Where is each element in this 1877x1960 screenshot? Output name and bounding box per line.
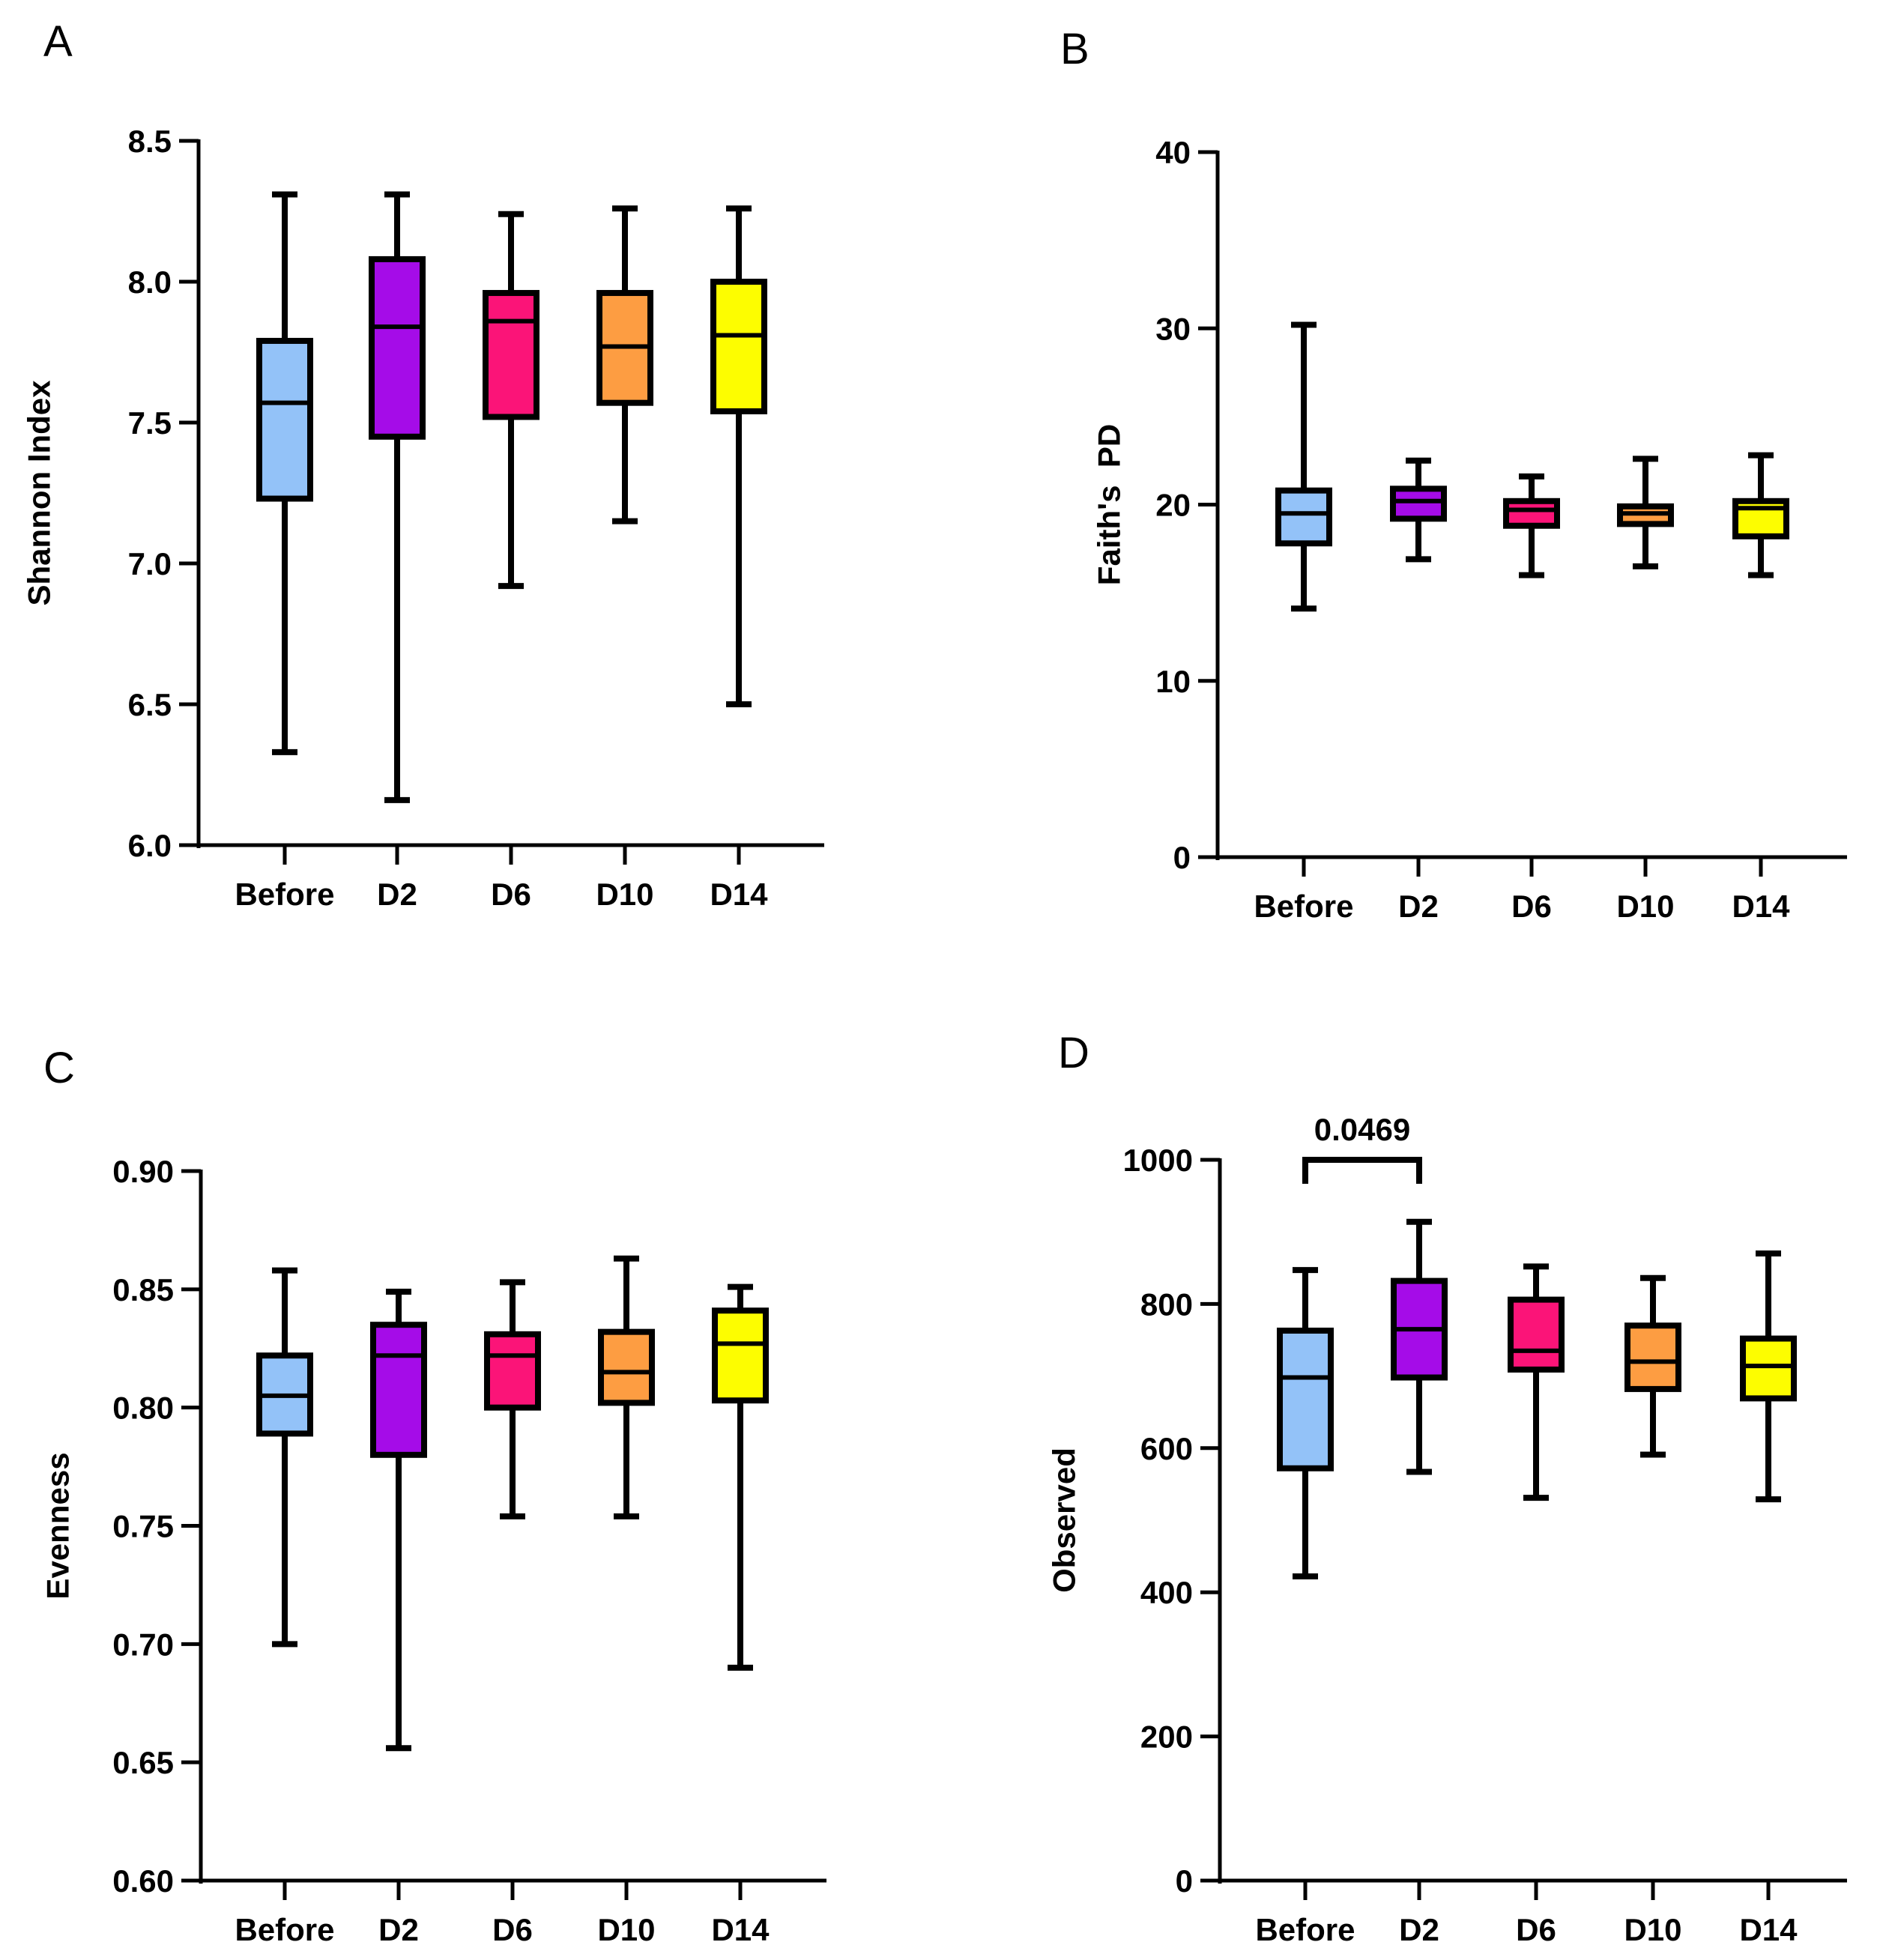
x-tick-label: D14 [711, 1912, 770, 1947]
y-tick-label: 0 [1176, 1863, 1193, 1899]
box-d14 [1740, 1250, 1797, 1503]
x-tick-label: D10 [1616, 889, 1674, 924]
y-tick-label: 8.5 [128, 124, 172, 159]
box-before [1277, 1267, 1334, 1580]
iqr-box [710, 279, 767, 414]
y-tick-label: 0.60 [112, 1863, 174, 1899]
y-tick-label: 0.75 [112, 1509, 174, 1544]
panel-b: B 0 10 20 30 40 Faith's PD Before D2 D6 D10 D14 [1060, 25, 1847, 924]
y-tick-label: 0 [1173, 840, 1191, 875]
y-tick-label: 0.70 [112, 1627, 174, 1662]
iqr-box [484, 1331, 541, 1411]
y-tick-label: 0.85 [112, 1272, 174, 1307]
y-axis-title: Observed [1047, 1448, 1082, 1593]
box-before [1275, 321, 1332, 612]
box-d14 [710, 205, 767, 707]
y-tick-label: 20 [1155, 488, 1191, 523]
significance-annotation: 0.0469 [1302, 1112, 1422, 1184]
x-tick-label: D2 [1399, 1912, 1439, 1947]
x-tick-label: D6 [1511, 889, 1552, 924]
y-tick-label: 600 [1140, 1431, 1193, 1466]
panel-c: C 0.60 0.65 0.70 0.75 0.80 0.85 0.90 Evenness Bef… [40, 1044, 826, 1947]
panel-letter: A [43, 17, 73, 66]
y-axis-title: Shannon Index [22, 380, 57, 606]
x-tick-label: Before [235, 1912, 334, 1947]
y-tick-label: 0.90 [112, 1154, 174, 1189]
iqr-box [483, 290, 539, 420]
x-tick-label: D10 [1624, 1912, 1681, 1947]
panel-letter: D [1058, 1029, 1089, 1077]
y-tick-label: 6.0 [128, 828, 172, 863]
x-tick-label: Before [1255, 1912, 1355, 1947]
box-d10 [596, 205, 653, 524]
x-tick-label: D10 [596, 877, 653, 912]
iqr-box [370, 1322, 427, 1458]
x-tick-label: D6 [492, 1912, 533, 1947]
p-value-label: 0.0469 [1314, 1112, 1410, 1147]
iqr-box [1390, 486, 1447, 522]
iqr-box [598, 1328, 655, 1406]
box-d2 [369, 191, 426, 803]
y-tick-label: 40 [1155, 135, 1191, 170]
panel-letter: C [43, 1044, 75, 1092]
iqr-box [1740, 1335, 1797, 1402]
y-tick-label: 400 [1140, 1575, 1193, 1610]
box-before [256, 191, 313, 755]
box-d6 [484, 1279, 541, 1519]
y-axis-title: Evenness [40, 1452, 76, 1599]
panel-a: A 6.0 6.5 7.0 7.5 8.0 8.5 Shannon Index Before D2… [22, 17, 824, 912]
y-tick-label: 7.0 [128, 546, 172, 581]
iqr-box [1624, 1322, 1681, 1392]
iqr-box [1277, 1327, 1334, 1471]
y-tick-label: 800 [1140, 1286, 1193, 1322]
box-d10 [598, 1255, 655, 1519]
box-d2 [1390, 457, 1447, 563]
x-tick-label: D6 [1516, 1912, 1556, 1947]
box-d14 [712, 1283, 769, 1671]
x-tick-label: D2 [377, 877, 417, 912]
x-tick-label: D6 [491, 877, 531, 912]
x-tick-label: Before [235, 877, 334, 912]
iqr-box [1503, 497, 1560, 529]
y-tick-label: 30 [1155, 311, 1191, 346]
x-tick-label: D2 [378, 1912, 419, 1947]
iqr-box [256, 337, 313, 502]
iqr-box [1275, 487, 1332, 547]
box-d2 [1391, 1218, 1448, 1475]
box-d6 [483, 211, 539, 590]
x-tick-label: D2 [1398, 889, 1439, 924]
iqr-box [1508, 1296, 1565, 1373]
iqr-box [712, 1307, 769, 1404]
panel-letter: B [1060, 25, 1089, 73]
box-d14 [1732, 452, 1789, 578]
box-d6 [1508, 1263, 1565, 1501]
y-tick-label: 0.80 [112, 1391, 174, 1426]
x-tick-label: Before [1254, 889, 1353, 924]
x-tick-label: D14 [1732, 889, 1790, 924]
box-d2 [370, 1288, 427, 1752]
significance-bracket [1302, 1157, 1422, 1184]
y-tick-label: 6.5 [128, 687, 172, 722]
y-tick-label: 7.5 [128, 405, 172, 441]
y-tick-label: 8.0 [128, 264, 172, 300]
x-tick-label: D14 [710, 877, 768, 912]
panel-d: D 0 200 400 600 800 1000 Observed Before D2 D6 D10 D… [1047, 1029, 1847, 1947]
y-axis-title: Faith's PD [1092, 424, 1127, 585]
box-d10 [1624, 1274, 1681, 1458]
y-tick-label: 10 [1155, 664, 1191, 699]
y-tick-label: 1000 [1123, 1143, 1193, 1178]
x-tick-label: D10 [597, 1912, 655, 1947]
x-tick-label: D14 [1739, 1912, 1798, 1947]
box-d6 [1503, 473, 1560, 578]
y-tick-label: 200 [1140, 1719, 1193, 1755]
box-d10 [1617, 456, 1674, 569]
box-before [256, 1267, 313, 1648]
iqr-box [369, 255, 426, 440]
y-tick-label: 0.65 [112, 1745, 174, 1780]
